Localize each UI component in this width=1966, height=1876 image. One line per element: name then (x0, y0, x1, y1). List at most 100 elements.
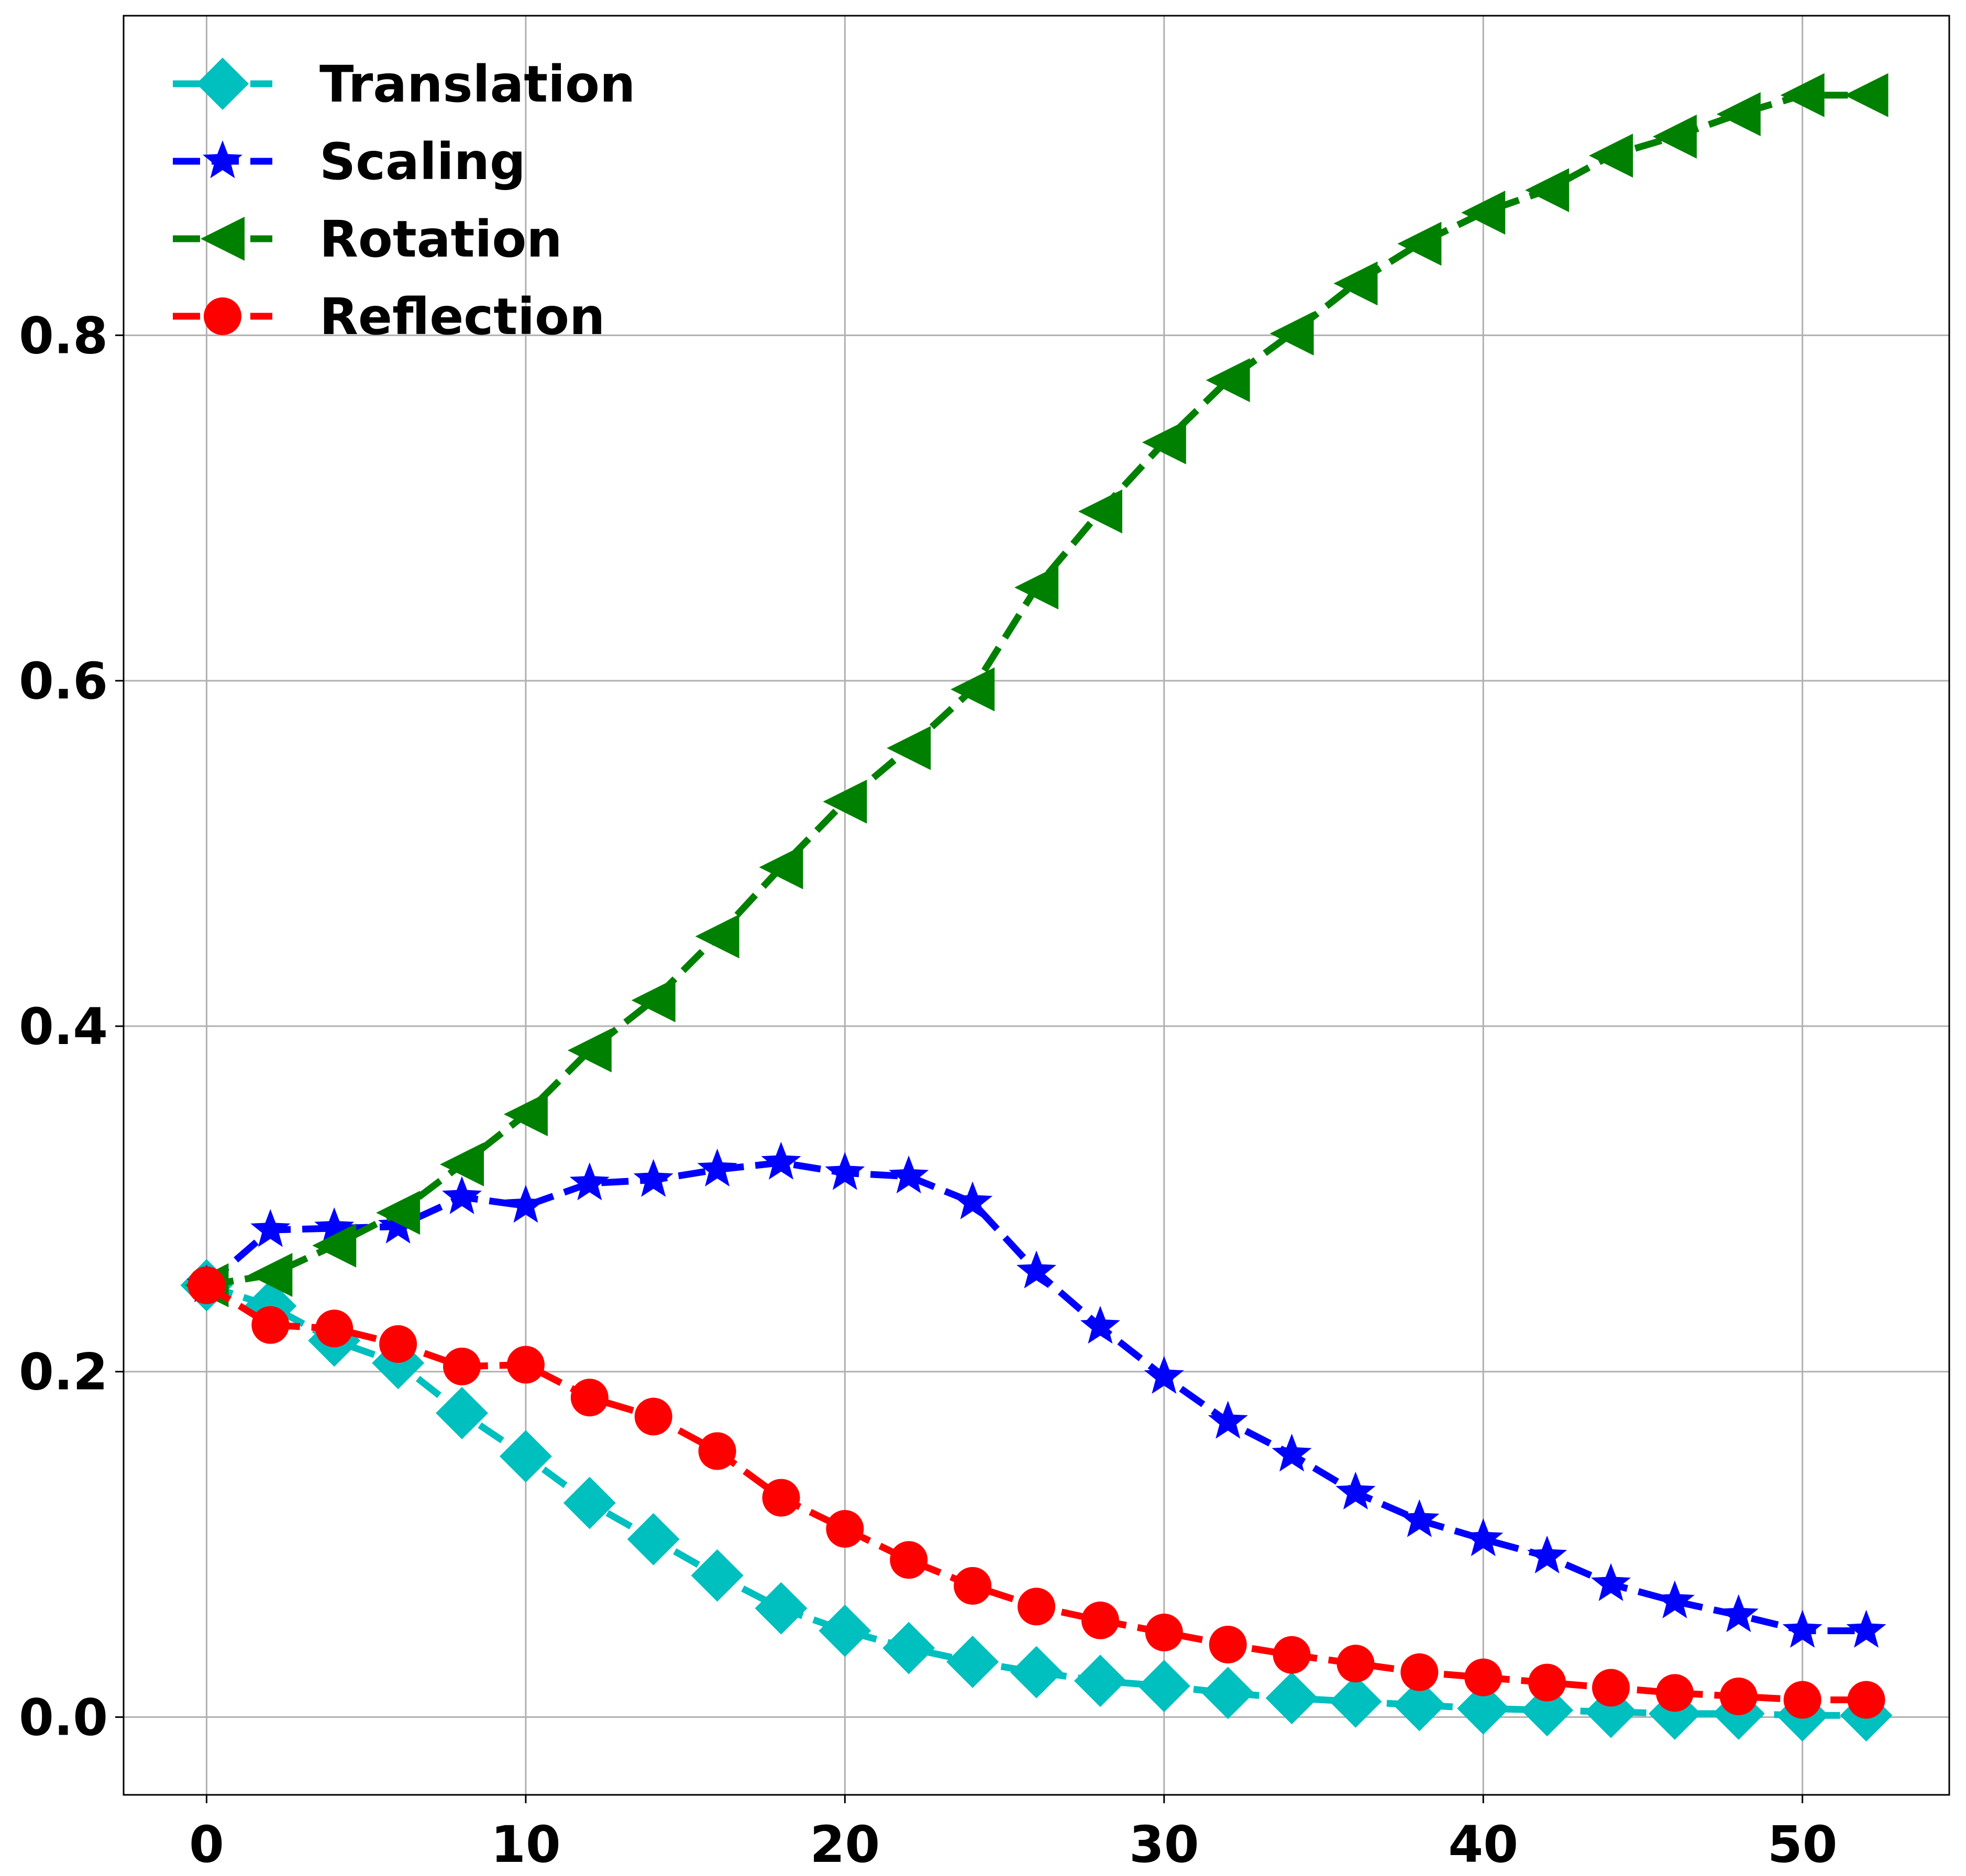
data-point-reflection (570, 1379, 609, 1417)
y-tick-label: 0.6 (19, 652, 108, 711)
x-tick-label: 10 (491, 1815, 561, 1874)
data-point-scaling (1399, 1499, 1440, 1537)
data-point-scaling (1463, 1518, 1504, 1557)
data-point-scaling (1591, 1563, 1631, 1601)
legend-marker-reflection (204, 297, 241, 335)
data-point-reflection (1337, 1645, 1375, 1683)
data-point-scaling (1335, 1471, 1376, 1509)
data-point-rotation (1461, 191, 1506, 235)
data-point-reflection (1783, 1681, 1821, 1719)
data-point-reflection (315, 1309, 354, 1348)
data-point-rotation (759, 845, 803, 890)
data-point-reflection (1209, 1625, 1247, 1663)
data-point-scaling (633, 1159, 673, 1197)
data-point-scaling (761, 1141, 801, 1180)
data-point-reflection (187, 1266, 226, 1304)
series-reflection (187, 1266, 1885, 1719)
data-point-scaling (1654, 1580, 1695, 1618)
y-tick-label: 0.2 (19, 1343, 108, 1402)
data-point-reflection (1719, 1677, 1758, 1715)
data-point-rotation (376, 1191, 421, 1235)
data-point-scaling (378, 1205, 418, 1244)
data-point-reflection (1655, 1674, 1694, 1712)
data-point-rotation (1652, 114, 1697, 159)
data-point-rotation (1397, 221, 1442, 266)
data-point-translation (691, 1549, 744, 1602)
data-point-reflection (1464, 1658, 1503, 1696)
data-point-rotation (1844, 73, 1888, 117)
data-point-rotation (1588, 134, 1633, 178)
data-point-translation (1521, 1684, 1574, 1737)
data-point-translation (1329, 1675, 1382, 1728)
data-point-scaling (314, 1207, 355, 1246)
y-tick-label: 0.0 (19, 1689, 108, 1747)
data-point-scaling (1527, 1535, 1567, 1574)
data-point-rotation (312, 1223, 357, 1268)
data-point-rotation (248, 1252, 293, 1297)
data-point-scaling (1718, 1594, 1759, 1633)
legend-item-scaling: Scaling (173, 132, 526, 191)
data-point-translation (563, 1477, 616, 1529)
legend-item-rotation: Rotation (173, 210, 562, 269)
data-point-reflection (890, 1541, 928, 1579)
data-point-rotation (1269, 312, 1314, 356)
data-point-reflection (1018, 1588, 1055, 1626)
data-point-scaling (1782, 1609, 1823, 1648)
data-point-scaling (1272, 1434, 1312, 1472)
data-point-rotation (503, 1092, 548, 1137)
data-point-translation (1457, 1682, 1510, 1735)
data-point-scaling (1208, 1401, 1248, 1439)
series-layer (180, 73, 1893, 1742)
data-point-scaling (889, 1155, 929, 1194)
data-point-rotation (1078, 489, 1122, 534)
data-point-reflection (1273, 1636, 1311, 1674)
grid (124, 16, 1949, 1795)
y-tick-label: 0.4 (19, 997, 108, 1056)
data-point-scaling (1080, 1306, 1120, 1344)
plot-area-frame (123, 15, 1950, 1796)
legend-label-scaling: Scaling (319, 132, 526, 191)
data-point-reflection (1400, 1653, 1439, 1691)
data-point-reflection (379, 1325, 417, 1363)
data-point-scaling (442, 1176, 482, 1214)
data-point-rotation (440, 1142, 484, 1186)
data-point-reflection (1145, 1613, 1183, 1651)
data-point-reflection (762, 1479, 800, 1517)
data-point-scaling (1846, 1609, 1886, 1648)
x-tick-label: 30 (1129, 1815, 1199, 1874)
y-tick-label: 0.8 (19, 306, 108, 365)
data-point-rotation (1206, 358, 1250, 403)
data-point-reflection (1081, 1601, 1119, 1639)
data-point-reflection (443, 1347, 481, 1385)
data-point-translation (819, 1604, 871, 1657)
legend-marker-scaling (203, 140, 242, 179)
data-point-reflection (506, 1346, 545, 1384)
data-point-rotation (567, 1028, 612, 1073)
x-tick-label: 20 (810, 1815, 880, 1874)
data-point-reflection (251, 1306, 290, 1344)
data-point-scaling (1017, 1250, 1056, 1289)
legend-label-translation: Translation (319, 55, 635, 114)
data-point-scaling (825, 1152, 865, 1190)
x-tick-label: 50 (1768, 1815, 1838, 1874)
data-point-reflection (634, 1397, 672, 1436)
x-tick-label: 0 (189, 1815, 224, 1874)
data-point-rotation (1142, 420, 1186, 464)
data-point-translation (755, 1582, 808, 1635)
data-point-translation (1137, 1660, 1190, 1713)
data-point-rotation (823, 780, 867, 824)
legend: Translation Scaling Rotation Reflection (173, 55, 635, 346)
data-point-translation (882, 1622, 935, 1674)
data-point-translation (1201, 1667, 1254, 1719)
data-point-rotation (951, 667, 995, 712)
data-point-translation (1393, 1679, 1446, 1731)
data-point-rotation (1780, 73, 1825, 117)
legend-item-translation: Translation (173, 55, 635, 114)
x-tick-label: 40 (1448, 1815, 1518, 1874)
data-point-translation (946, 1635, 999, 1688)
data-point-reflection (1592, 1669, 1630, 1707)
data-point-translation (1010, 1646, 1063, 1699)
data-point-reflection (826, 1509, 864, 1548)
